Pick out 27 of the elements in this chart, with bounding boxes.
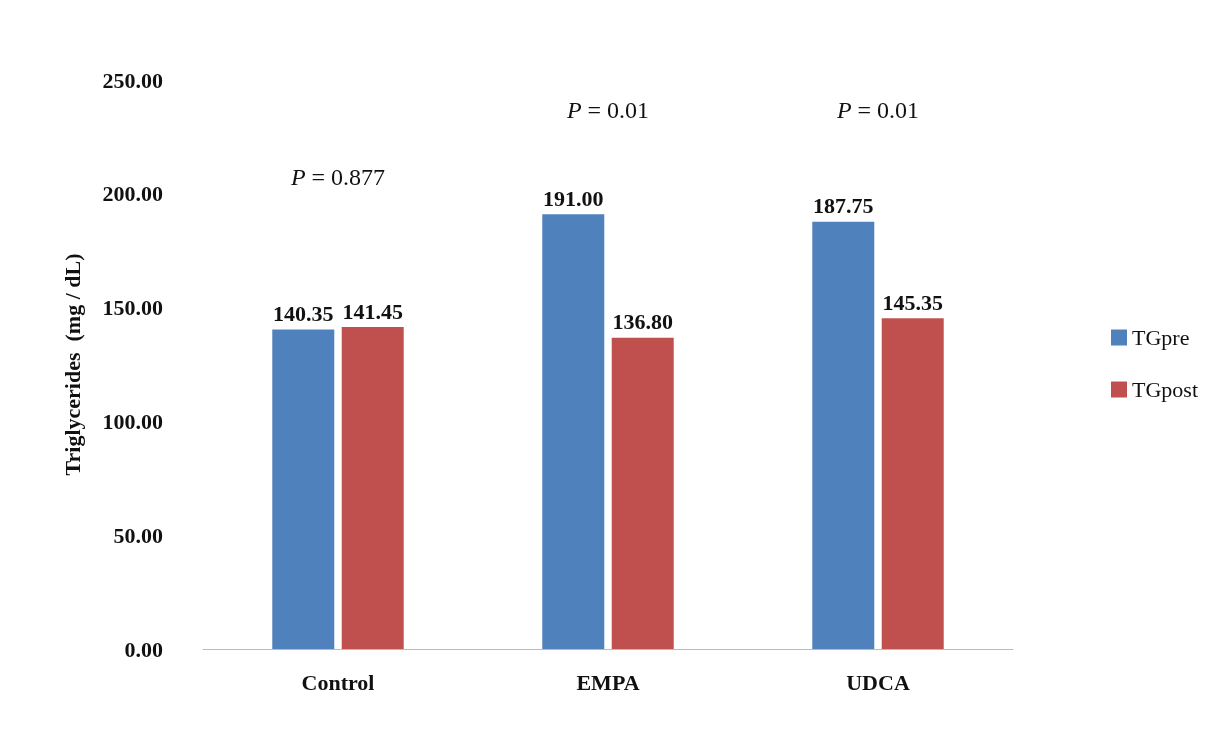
- annotation: P = 0.877: [289, 164, 386, 191]
- y-tick-label: 200.00: [102, 181, 163, 207]
- data-label: 136.80: [612, 309, 673, 335]
- bar: [272, 329, 335, 649]
- y-tick-label: 100.00: [102, 408, 163, 434]
- annotation: P = 0.01: [835, 97, 920, 123]
- x-tick-label: EMPA: [576, 669, 640, 695]
- legend-label: TGpost: [1132, 377, 1198, 402]
- annotation: P = 0.01: [565, 97, 650, 123]
- data-label: 145.35: [882, 289, 943, 315]
- bar: [542, 214, 605, 649]
- y-tick-label: 250.00: [102, 67, 163, 93]
- bar: [881, 318, 944, 649]
- x-tick-label: Control: [301, 669, 375, 695]
- x-tick-label: UDCA: [846, 669, 910, 695]
- y-tick-label: 50.00: [113, 522, 163, 548]
- y-axis-title: Triglycerides (mg / dL): [59, 253, 85, 476]
- data-label: 187.75: [813, 193, 874, 219]
- bar: [611, 337, 674, 649]
- data-label: 141.45: [342, 298, 403, 324]
- bar: [812, 221, 875, 649]
- y-tick-label: 150.00: [102, 295, 163, 321]
- legend-label: TGpre: [1132, 325, 1190, 350]
- y-tick-label: 0.00: [124, 636, 163, 662]
- bar: [341, 327, 404, 649]
- data-label: 140.35: [273, 301, 334, 327]
- data-label: 191.00: [543, 185, 604, 211]
